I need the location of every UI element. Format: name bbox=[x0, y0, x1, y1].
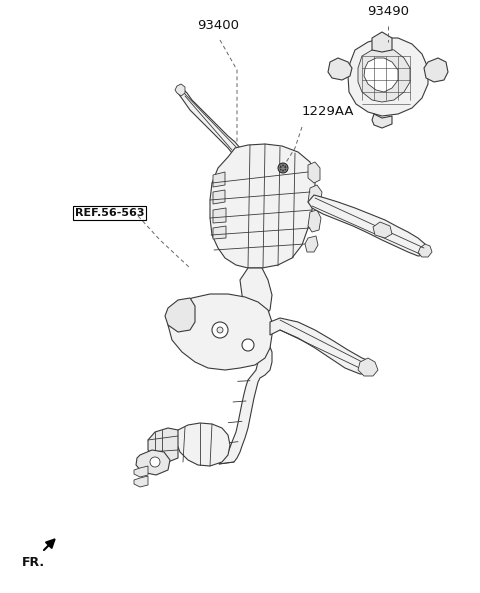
Polygon shape bbox=[364, 58, 398, 92]
Text: 93400: 93400 bbox=[197, 19, 239, 32]
Polygon shape bbox=[213, 226, 226, 239]
Polygon shape bbox=[240, 268, 272, 315]
Polygon shape bbox=[219, 338, 272, 464]
Polygon shape bbox=[176, 423, 230, 466]
Polygon shape bbox=[134, 476, 148, 487]
Polygon shape bbox=[244, 315, 268, 342]
Polygon shape bbox=[210, 144, 315, 268]
Polygon shape bbox=[308, 185, 322, 207]
Text: FR.: FR. bbox=[22, 556, 45, 569]
Circle shape bbox=[150, 457, 160, 467]
Circle shape bbox=[212, 322, 228, 338]
Polygon shape bbox=[308, 162, 320, 183]
Circle shape bbox=[278, 163, 288, 173]
Polygon shape bbox=[247, 318, 265, 339]
Polygon shape bbox=[348, 38, 428, 116]
Polygon shape bbox=[270, 318, 375, 374]
Polygon shape bbox=[175, 84, 185, 96]
Polygon shape bbox=[372, 114, 392, 128]
Polygon shape bbox=[358, 358, 378, 376]
Polygon shape bbox=[177, 87, 242, 155]
Text: 1229AA: 1229AA bbox=[302, 105, 355, 118]
Text: REF.56-563: REF.56-563 bbox=[75, 208, 144, 218]
Polygon shape bbox=[358, 48, 410, 102]
Polygon shape bbox=[136, 450, 170, 475]
Polygon shape bbox=[418, 244, 432, 257]
Polygon shape bbox=[213, 190, 225, 204]
Polygon shape bbox=[308, 210, 321, 232]
Polygon shape bbox=[168, 294, 272, 370]
Polygon shape bbox=[165, 298, 195, 332]
Polygon shape bbox=[424, 58, 448, 82]
Text: 93490: 93490 bbox=[367, 5, 409, 18]
Circle shape bbox=[280, 165, 286, 171]
Polygon shape bbox=[373, 222, 392, 238]
Polygon shape bbox=[305, 236, 318, 252]
Polygon shape bbox=[213, 172, 225, 187]
Polygon shape bbox=[213, 208, 226, 223]
Polygon shape bbox=[148, 428, 178, 462]
Polygon shape bbox=[308, 195, 428, 256]
Circle shape bbox=[217, 327, 223, 333]
Polygon shape bbox=[134, 466, 148, 477]
Polygon shape bbox=[328, 58, 352, 80]
Polygon shape bbox=[372, 32, 392, 52]
Circle shape bbox=[242, 339, 254, 351]
